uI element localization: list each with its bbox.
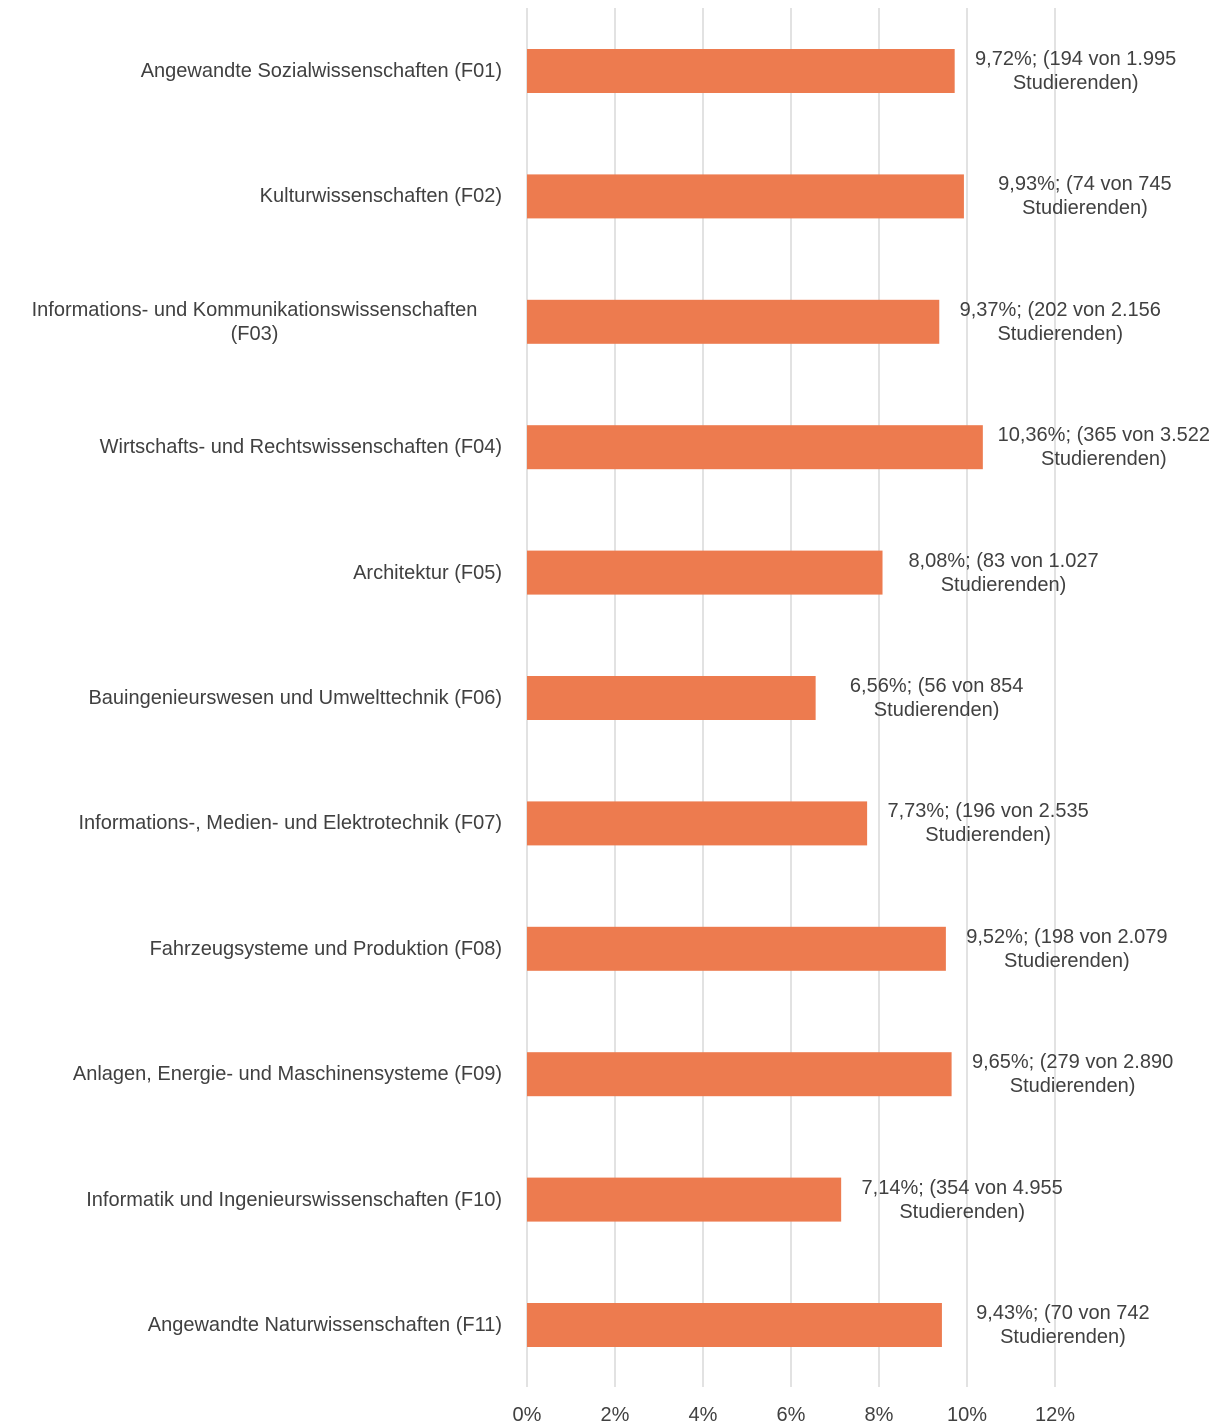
data-label: 8,08%; (83 von 1.027 Studierenden) [908, 549, 1099, 596]
bar [527, 676, 816, 720]
data-label: 7,73%; (196 von 2.535 Studierenden) [887, 800, 1089, 847]
y-tick-label: Informations- und Kommunikationswissensc… [31, 298, 478, 345]
data-label: 6,56%; (56 von 854 Studierenden) [849, 675, 1024, 721]
x-tick-label: 4% [688, 1404, 718, 1426]
x-tick-label: 2% [600, 1404, 630, 1426]
y-tick-label: Wirtschafts- und Rechtswissenschaften (F… [99, 436, 502, 459]
data-label: 9,65%; (279 von 2.890 Studierenden) [971, 1051, 1174, 1098]
y-tick-label: Fahrzeugsysteme und Produktion (F08) [149, 937, 502, 960]
data-label: 9,37%; (202 von 2.156 Studierenden) [959, 298, 1161, 345]
bar [527, 801, 868, 846]
y-tick-label: Angewandte Sozialwissenschaften (F01) [140, 60, 502, 82]
bar [527, 174, 964, 219]
y-tick-label: Angewandte Naturwissenschaften (F11) [147, 1314, 502, 1336]
data-label: 9,52%; (198 von 2.079 Studierenden) [966, 925, 1168, 972]
bar [527, 1177, 842, 1222]
bar [527, 425, 983, 470]
y-tick-label: Informatik und Ingenieurswissenschaften … [86, 1188, 502, 1211]
data-label: 10,36%; (365 von 3.522 Studierenden) [997, 424, 1211, 471]
x-tick-label: 8% [864, 1404, 894, 1426]
bar [527, 1052, 952, 1097]
data-label: 9,93%; (74 von 745 Studierenden) [998, 173, 1172, 220]
y-tick-label: Bauingenieurswesen und Umwelttechnik (F0… [88, 687, 502, 709]
x-tick-label: 6% [776, 1404, 806, 1426]
data-label: 9,72%; (194 von 1.995 Studierenden) [975, 48, 1177, 94]
y-tick-label: Architektur (F05) [353, 561, 502, 584]
bar [527, 49, 955, 93]
bar [527, 299, 940, 344]
data-label: 7,14%; (354 von 4.955 Studierenden) [861, 1176, 1063, 1223]
x-tick-label: 12% [1034, 1404, 1076, 1426]
bar [527, 926, 946, 971]
x-tick-label: 10% [946, 1404, 988, 1426]
bar [527, 550, 883, 595]
y-tick-label: Informations-, Medien- und Elektrotechni… [78, 812, 502, 835]
data-label: 9,43%; (70 von 742 Studierenden) [976, 1302, 1150, 1348]
bar [527, 1303, 942, 1347]
x-tick-label: 0% [512, 1404, 542, 1426]
y-tick-label: Kulturwissenschaften (F02) [259, 185, 502, 208]
y-tick-label: Anlagen, Energie- und Maschinensysteme (… [72, 1063, 502, 1086]
